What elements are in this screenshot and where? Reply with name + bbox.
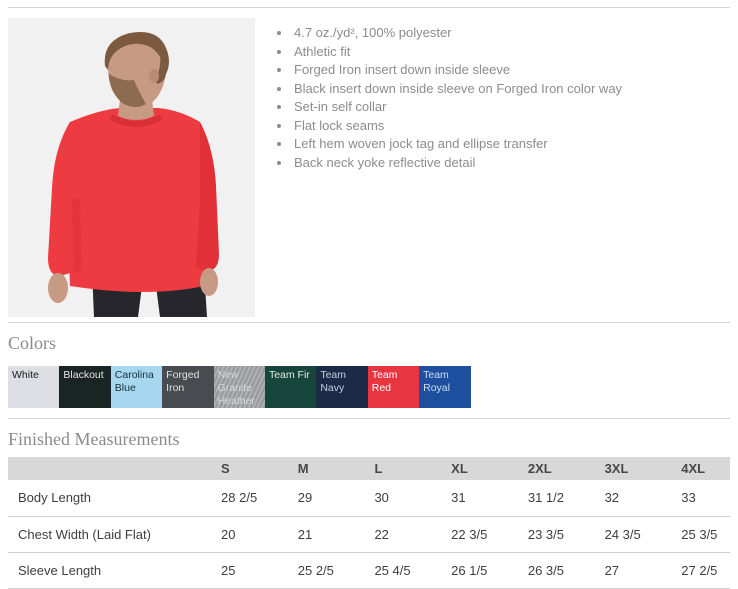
measurement-value: 31 1/2 — [527, 490, 565, 506]
measurement-row: Chest Width (Laid Flat) 20 21 22 22 3/5 23 3/… — [8, 516, 730, 552]
size-column-header-2xl: 2XL — [499, 457, 577, 480]
measurement-value: 22 3/5 — [451, 526, 488, 542]
corner-header-cell — [8, 457, 194, 480]
measurement-row-label: Chest Width (Laid Flat) — [18, 526, 151, 542]
color-swatch-white[interactable]: White — [8, 366, 60, 408]
measurement-value: 25 4/5 — [374, 562, 411, 578]
measurement-value: 28 2/5 — [221, 490, 258, 506]
measurement-value: 22 — [374, 526, 389, 542]
color-swatch-new-granite-heather[interactable]: New Granite Heather — [213, 366, 265, 408]
size-column-header-s: S — [193, 457, 270, 480]
feature-item: Back neck yoke reflective detail — [292, 154, 622, 173]
size-column-header-xl: XL — [423, 457, 500, 480]
feature-item: Set-in self collar — [292, 98, 622, 117]
color-swatch-forged-iron[interactable]: Forged Iron — [162, 366, 214, 408]
measurements-divider — [8, 418, 730, 419]
size-column-header-m: M — [269, 457, 347, 480]
measurement-row-label: Body Length — [18, 490, 92, 506]
feature-item: Flat lock seams — [292, 117, 622, 136]
top-divider — [8, 7, 730, 8]
measurement-value: 27 — [604, 562, 620, 578]
measurement-value: 20 — [221, 526, 236, 542]
color-swatch-team-navy[interactable]: Team Navy — [316, 366, 368, 408]
color-swatch-team-royal[interactable]: Team Royal — [419, 366, 471, 408]
measurement-value: 25 2/5 — [297, 562, 334, 578]
measurements-heading: Finished Measurements — [8, 429, 180, 449]
colors-divider — [8, 322, 730, 323]
measurement-row: Sleeve Length 25 25 2/5 25 4/5 26 1/5 26 3/5 2… — [8, 552, 730, 588]
measurement-value: 25 3/5 — [681, 526, 718, 542]
feature-item: Forged Iron insert down inside sleeve — [292, 61, 622, 80]
product-photo[interactable] — [8, 18, 255, 317]
product-overview: 4.7 oz./yd², 100% polyesterAthletic fitF… — [0, 8, 738, 317]
measurement-value: 25 — [221, 562, 236, 578]
measurement-value: 30 — [374, 490, 389, 506]
measurement-value: 23 3/5 — [527, 526, 565, 542]
measurement-value: 26 3/5 — [527, 562, 565, 578]
measurements-body: Body Length 28 2/5 29 30 31 31 1/2 32 33 Chest W… — [8, 480, 730, 588]
measurement-row: Body Length 28 2/5 29 30 31 31 1/2 32 33 — [8, 480, 730, 516]
color-swatch-team-fir[interactable]: Team Fir — [264, 366, 317, 408]
measurements-table: S M L XL 2XL 3XL 4XL Body Length 28 2/5 29 30 31 31… — [8, 457, 730, 589]
size-header-row: S M L XL 2XL 3XL 4XL — [8, 457, 730, 480]
measurement-value: 32 — [604, 490, 620, 506]
measurement-value: 27 2/5 — [681, 562, 718, 578]
feature-list: 4.7 oz./yd², 100% polyesterAthletic fitF… — [255, 24, 622, 317]
color-swatch-blackout[interactable]: Blackout — [59, 366, 111, 408]
size-column-header-l: L — [346, 457, 424, 480]
feature-item: Left hem woven jock tag and ellipse tran… — [292, 135, 622, 154]
measurement-value: 29 — [297, 490, 313, 506]
feature-item: 4.7 oz./yd², 100% polyester — [292, 24, 622, 43]
measurement-value: 21 — [297, 526, 313, 542]
size-column-header-4xl: 4XL — [653, 457, 730, 480]
color-swatch-team-red[interactable]: Team Red — [367, 366, 420, 408]
color-swatch-carolina-blue[interactable]: Carolina Blue — [110, 366, 163, 408]
model-photo-illustration — [8, 18, 255, 317]
color-swatches: White Blackout Carolina Blue Forged Iron New… — [8, 366, 730, 408]
colors-heading: Colors — [8, 333, 57, 353]
shirt-body — [66, 108, 207, 292]
measurement-value: 31 — [451, 490, 466, 506]
measurement-value: 33 — [681, 490, 696, 506]
size-column-header-3xl: 3XL — [576, 457, 654, 480]
measurement-value: 24 3/5 — [604, 526, 641, 542]
measurement-value: 26 1/5 — [451, 562, 488, 578]
feature-item: Black insert down inside sleeve on Forge… — [292, 80, 622, 99]
feature-item: Athletic fit — [292, 43, 622, 62]
measurement-row-label: Sleeve Length — [18, 562, 102, 578]
